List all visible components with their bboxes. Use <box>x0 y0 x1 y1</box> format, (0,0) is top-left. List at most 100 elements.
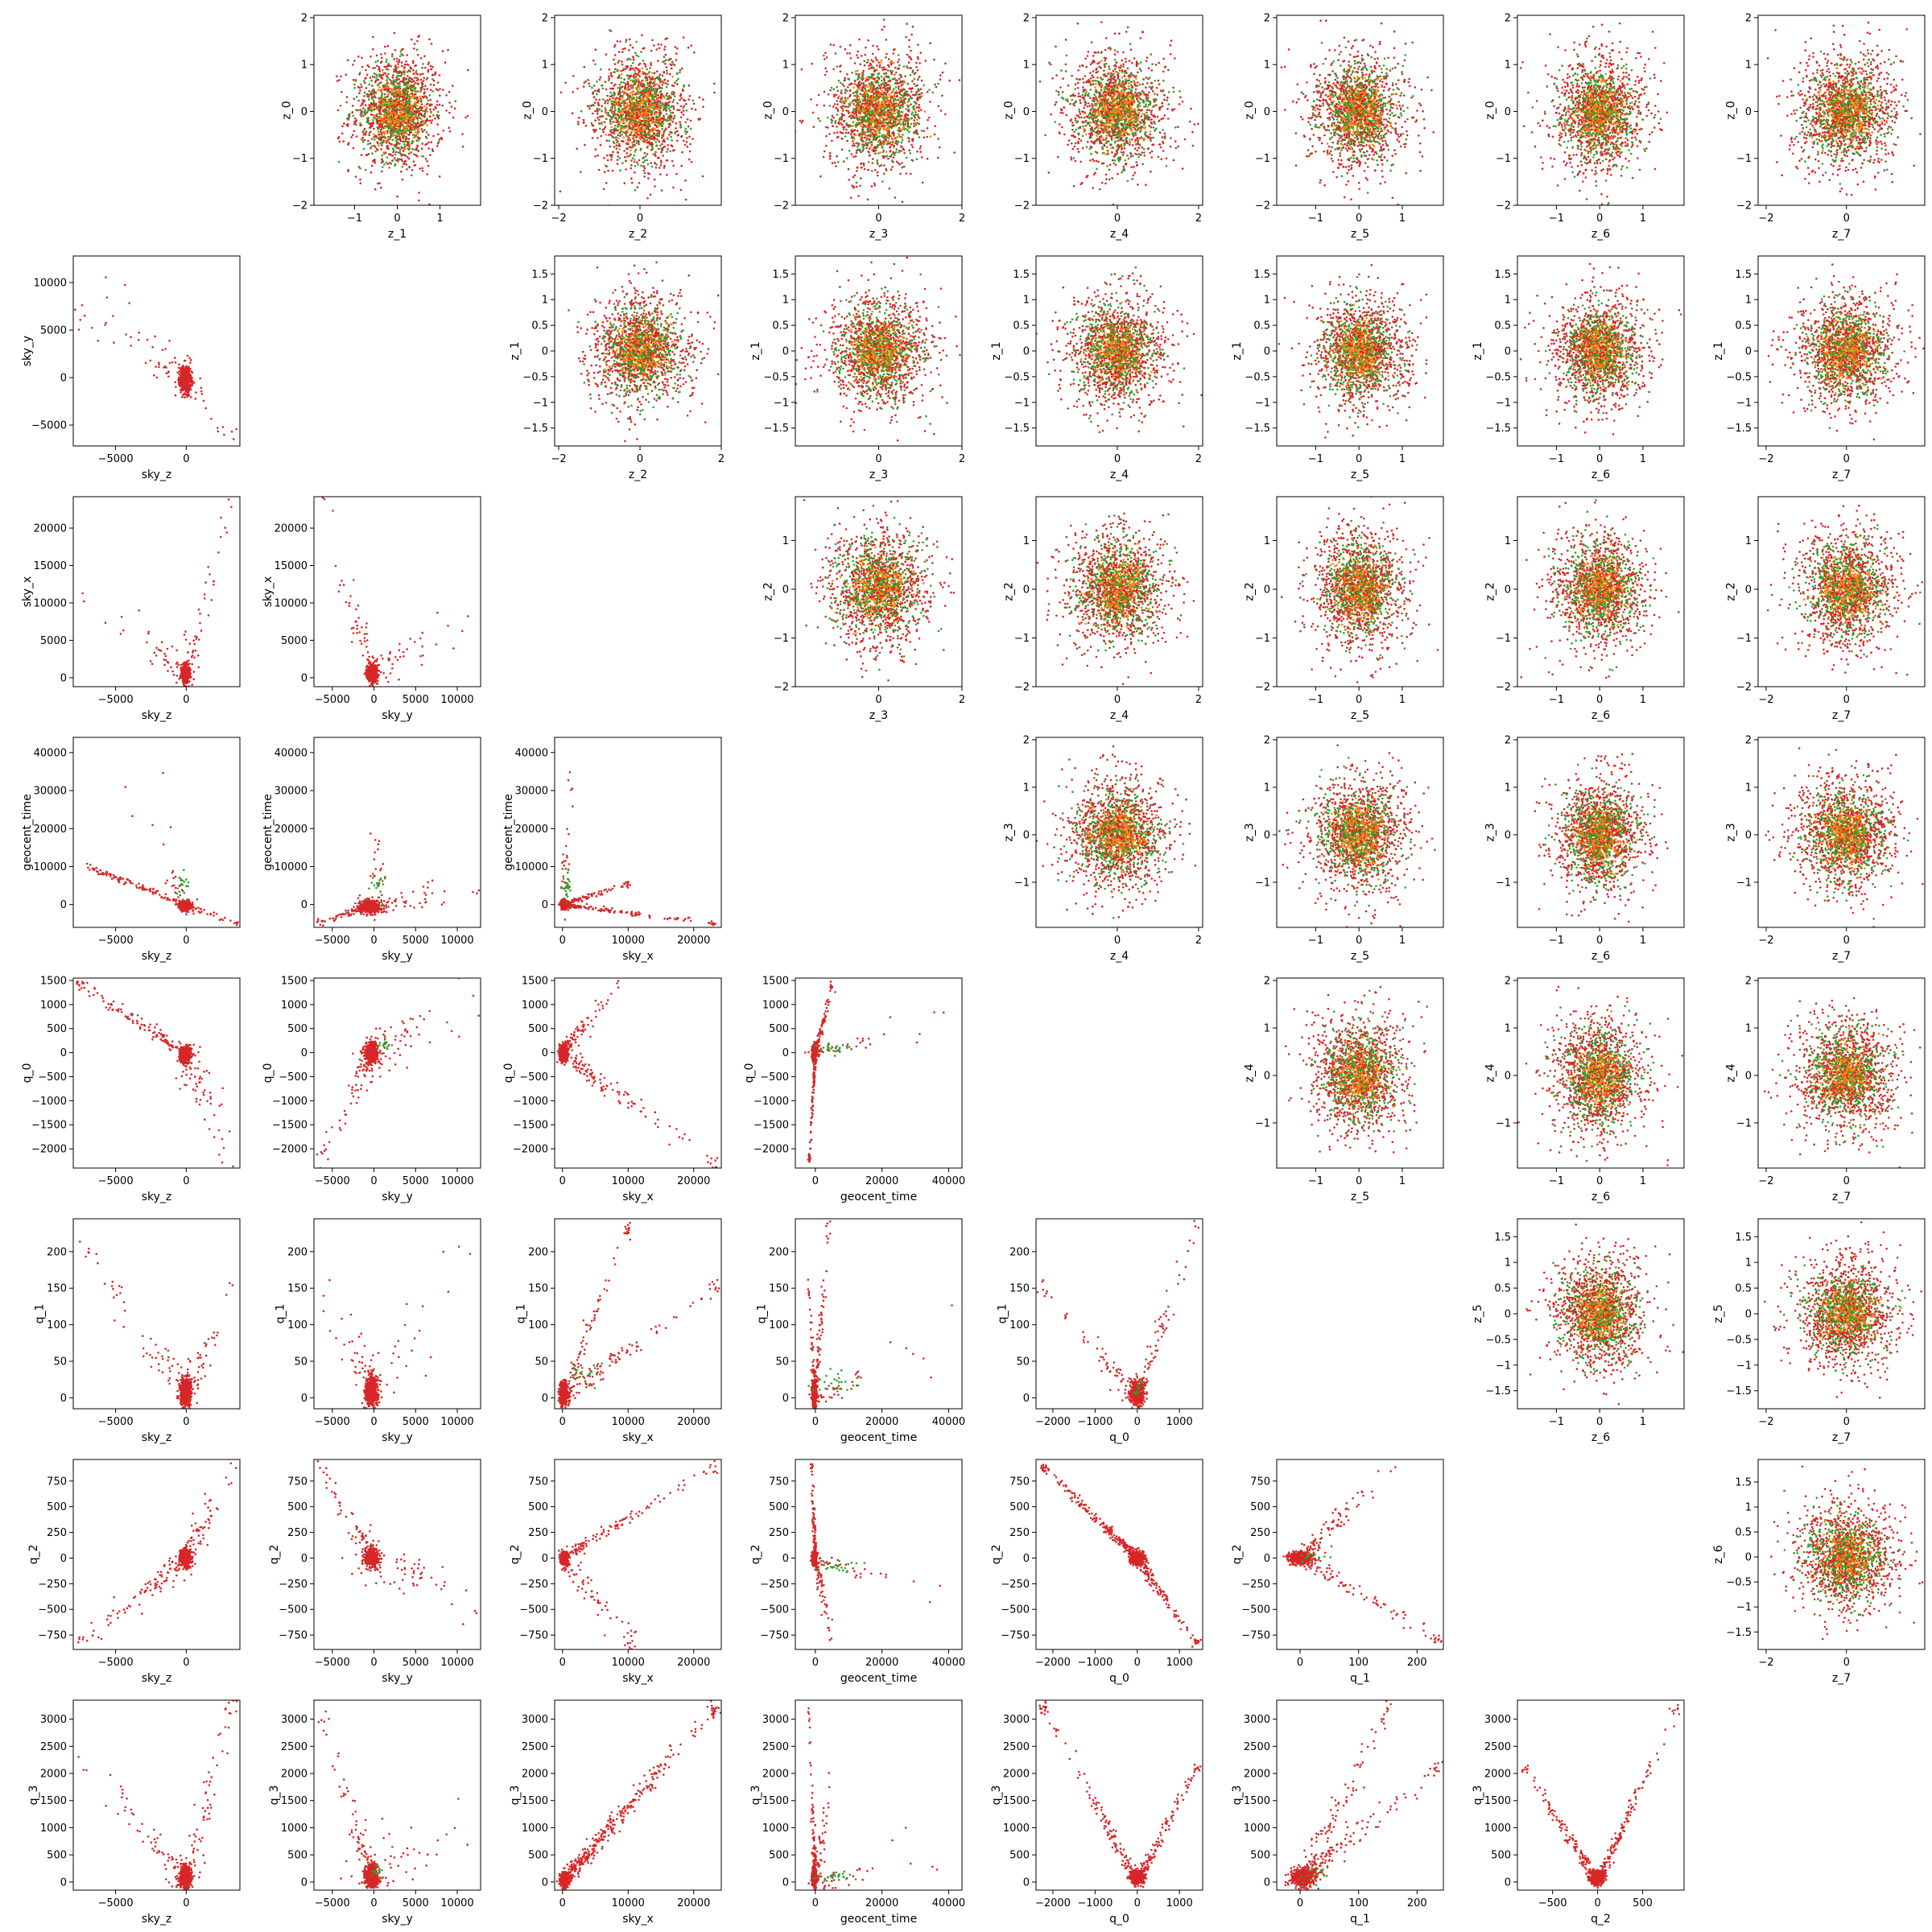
scatter-point <box>614 117 617 119</box>
scatter-point <box>658 13 661 15</box>
scatter-point <box>376 114 378 116</box>
scatter-point <box>381 171 383 173</box>
scatter-point <box>651 147 654 149</box>
scatter-point <box>917 56 919 59</box>
scatter-point <box>653 44 655 47</box>
scatter-point <box>374 136 376 138</box>
scatter-point <box>625 126 628 129</box>
scatter-point <box>383 105 386 107</box>
scatter-point <box>611 95 613 97</box>
scatter-point <box>427 103 429 105</box>
scatter-point <box>877 161 879 163</box>
scatter-point <box>407 71 409 73</box>
scatter-point <box>833 44 836 47</box>
scatter-point <box>657 78 659 80</box>
scatter-point <box>613 115 615 118</box>
scatter-point <box>855 142 857 145</box>
scatter-point <box>660 105 663 107</box>
scatter-point <box>663 134 665 137</box>
scatter-point <box>687 126 690 128</box>
scatter-point <box>404 111 407 114</box>
scatter-point <box>877 73 879 76</box>
scatter-point <box>867 39 869 42</box>
scatter-point <box>377 126 379 129</box>
scatter-point <box>648 88 650 90</box>
scatter-point <box>369 126 372 128</box>
scatter-point <box>650 88 653 90</box>
scatter-point <box>881 164 883 167</box>
scatter-point <box>638 159 641 162</box>
scatter-point <box>420 57 423 60</box>
scatter-point <box>408 141 411 143</box>
scatter-point <box>407 84 409 86</box>
scatter-point <box>813 126 815 128</box>
scatter-point <box>644 167 646 170</box>
scatter-point <box>905 36 907 39</box>
scatter-point <box>391 56 394 58</box>
scatter-point <box>617 62 620 64</box>
scatter-point <box>437 111 440 114</box>
scatter-point <box>631 123 634 126</box>
scatter-point <box>663 60 666 63</box>
scatter-point <box>645 65 647 68</box>
scatter-point <box>676 130 679 133</box>
scatter-point <box>621 60 623 63</box>
scatter-point <box>611 132 613 134</box>
scatter-point <box>861 98 864 101</box>
scatter-point <box>639 149 642 151</box>
scatter-point <box>667 80 669 82</box>
scatter-point <box>419 167 422 170</box>
scatter-point <box>656 48 658 51</box>
scatter-point <box>599 109 601 111</box>
scatter-point <box>396 95 398 97</box>
scatter-point <box>384 46 386 48</box>
scatter-point <box>368 98 370 101</box>
scatter-point <box>386 101 389 104</box>
scatter-point <box>654 122 656 124</box>
scatter-point <box>883 66 886 68</box>
scatter-point <box>405 82 407 85</box>
scatter-point <box>687 98 690 101</box>
scatter-point <box>418 114 420 117</box>
scatter-point <box>427 88 429 90</box>
scatter-point <box>365 133 367 135</box>
scatter-point <box>411 81 414 84</box>
scatter-point <box>632 97 634 100</box>
scatter-point <box>650 194 652 196</box>
scatter-point <box>634 84 636 86</box>
scatter-point <box>598 119 601 122</box>
scatter-point <box>605 107 607 109</box>
scatter-point <box>614 63 617 65</box>
scatter-point <box>399 125 402 127</box>
scatter-point <box>658 47 661 50</box>
scatter-point <box>389 142 391 145</box>
scatter-point <box>918 123 920 126</box>
scatter-point <box>641 85 643 87</box>
scatter-point <box>583 122 585 124</box>
scatter-point <box>832 68 835 71</box>
scatter-point <box>364 82 366 85</box>
scatter-point <box>939 74 942 76</box>
scatter-point <box>702 175 704 178</box>
scatter-point <box>638 141 640 143</box>
scatter-point <box>840 71 842 73</box>
scatter-point <box>411 169 414 171</box>
scatter-point <box>655 163 658 166</box>
scatter-point <box>904 75 906 77</box>
scatter-point <box>853 108 856 110</box>
scatter-point <box>683 105 685 107</box>
scatter-point <box>419 96 421 98</box>
scatter-point <box>630 68 633 70</box>
scatter-point <box>888 104 890 106</box>
scatter-point <box>646 88 648 90</box>
scatter-point <box>396 133 398 135</box>
scatter-point <box>422 72 424 75</box>
scatter-point <box>687 47 690 49</box>
scatter-point <box>673 118 675 120</box>
scatter-point <box>645 76 647 78</box>
scatter-point <box>900 118 902 121</box>
scatter-point <box>657 130 659 132</box>
scatter-point <box>419 91 422 93</box>
scatter-point <box>617 130 620 132</box>
